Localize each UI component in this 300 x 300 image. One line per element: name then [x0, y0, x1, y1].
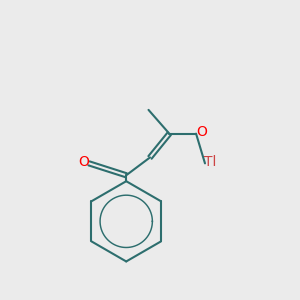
Text: O: O — [78, 155, 89, 169]
Text: Tl: Tl — [204, 155, 217, 169]
Text: O: O — [196, 125, 208, 139]
